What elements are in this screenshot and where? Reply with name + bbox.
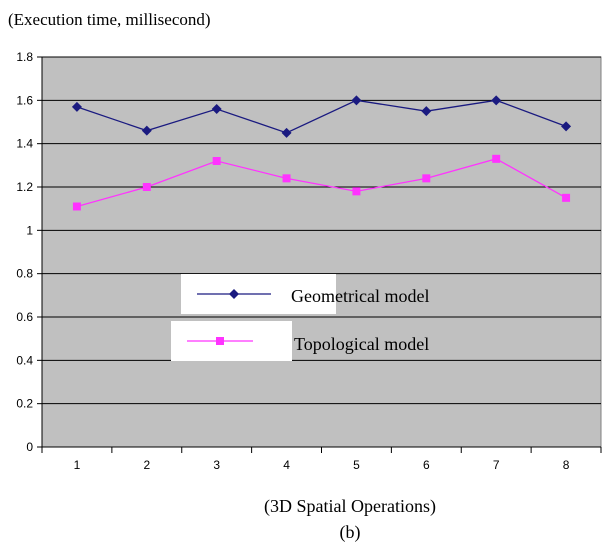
legend-marker bbox=[216, 337, 224, 345]
data-point bbox=[421, 106, 432, 117]
data-point bbox=[422, 174, 431, 183]
y-tick-label: 1.2 bbox=[16, 180, 33, 194]
data-point bbox=[351, 95, 362, 106]
y-tick-label: 0.2 bbox=[16, 397, 33, 411]
x-tick-label: 4 bbox=[283, 458, 290, 472]
data-point bbox=[141, 125, 152, 136]
series-line bbox=[76, 99, 567, 134]
plot-area: 0 0.2 0.4 0.6 0.8 1 1.2 1.4 1.6 1.8 1 2 3 4 5 6 7 8 Geomet… bbox=[16, 50, 602, 472]
x-tick-label: 8 bbox=[563, 458, 570, 472]
data-point bbox=[211, 104, 222, 114]
data-point bbox=[492, 154, 501, 163]
x-axis-label: (3D Spatial Operations) bbox=[264, 496, 436, 517]
data-point bbox=[562, 193, 571, 202]
data-point bbox=[352, 187, 361, 196]
plot-background bbox=[41, 56, 602, 448]
y-tick-label: 1 bbox=[26, 223, 33, 237]
y-tick-label: 0.8 bbox=[16, 267, 33, 281]
legend-item: Geometrical model bbox=[181, 274, 429, 314]
legend-label: Geometrical model bbox=[291, 286, 429, 306]
data-point bbox=[142, 183, 151, 191]
series-line bbox=[76, 158, 567, 208]
figure-caption: (b) bbox=[340, 522, 361, 543]
x-tick-label: 2 bbox=[143, 458, 150, 472]
series-geometrical bbox=[71, 95, 572, 138]
x-tick-label: 3 bbox=[213, 458, 220, 472]
y-tick-label: 0.4 bbox=[16, 353, 33, 367]
y-tick-label: 1.8 bbox=[16, 50, 33, 64]
series-topological bbox=[72, 154, 571, 211]
x-tick-label: 7 bbox=[493, 458, 500, 472]
y-tick-label: 1.6 bbox=[16, 93, 33, 107]
y-tick-label: 1.4 bbox=[16, 137, 33, 151]
y-tick-label: 0 bbox=[26, 440, 33, 454]
legend-label: Topological model bbox=[294, 334, 429, 354]
data-point bbox=[282, 174, 291, 183]
data-point bbox=[281, 127, 292, 138]
data-point bbox=[561, 121, 572, 132]
x-tick-label: 5 bbox=[353, 458, 360, 472]
y-axis-label: (Execution time, millisecond) bbox=[8, 10, 211, 29]
y-tick-label: 0.6 bbox=[16, 310, 33, 324]
x-tick-label: 6 bbox=[423, 458, 430, 472]
x-tick-label: 1 bbox=[74, 458, 81, 472]
data-point bbox=[491, 95, 502, 106]
data-point bbox=[72, 202, 81, 211]
legend-marker bbox=[229, 289, 239, 299]
data-point bbox=[212, 157, 221, 165]
legend-item: Topological model bbox=[171, 321, 429, 361]
legend: Geometrical model Topological model bbox=[171, 274, 429, 361]
data-point bbox=[71, 101, 82, 112]
